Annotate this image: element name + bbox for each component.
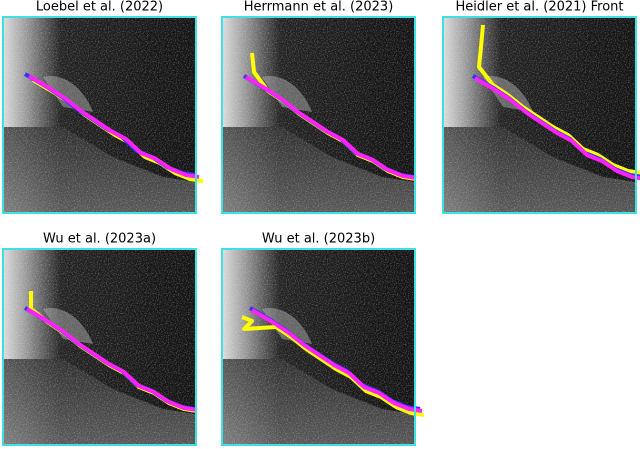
image-speckle bbox=[3, 17, 196, 213]
panel: Loebel et al. (2022) bbox=[2, 0, 204, 214]
panel: Wu et al. (2023a) bbox=[2, 232, 198, 446]
image-border bbox=[221, 16, 416, 214]
panel-title: Wu et al. (2023a) bbox=[43, 232, 156, 247]
panel: Wu et al. (2023b) bbox=[221, 232, 425, 446]
front-line bbox=[473, 76, 640, 181]
glacier-region bbox=[43, 308, 93, 344]
image-speckle bbox=[222, 17, 415, 213]
image-speckle bbox=[3, 249, 196, 445]
image-speckle bbox=[222, 249, 415, 445]
panel-title: Herrmann et al. (2023) bbox=[244, 0, 394, 15]
image-border bbox=[2, 248, 197, 446]
image-speckle bbox=[443, 17, 636, 213]
panel-title: Heidler et al. (2021) Front bbox=[455, 0, 623, 15]
front-line bbox=[27, 74, 200, 179]
front-line bbox=[241, 315, 425, 417]
panel: Herrmann et al. (2023) bbox=[221, 0, 417, 214]
image-border bbox=[221, 248, 416, 446]
front-line bbox=[250, 308, 423, 413]
glacier-region bbox=[262, 308, 312, 344]
glacier-region bbox=[262, 76, 312, 112]
front-line bbox=[477, 24, 640, 175]
image-border bbox=[2, 16, 197, 214]
image-border bbox=[442, 16, 637, 214]
front-line bbox=[25, 307, 198, 412]
panel-title: Loebel et al. (2022) bbox=[36, 0, 163, 15]
panel: Heidler et al. (2021) Front bbox=[442, 0, 640, 214]
glacier-region bbox=[43, 76, 93, 112]
panel-title: Wu et al. (2023b) bbox=[262, 232, 375, 247]
front-line bbox=[244, 75, 417, 180]
